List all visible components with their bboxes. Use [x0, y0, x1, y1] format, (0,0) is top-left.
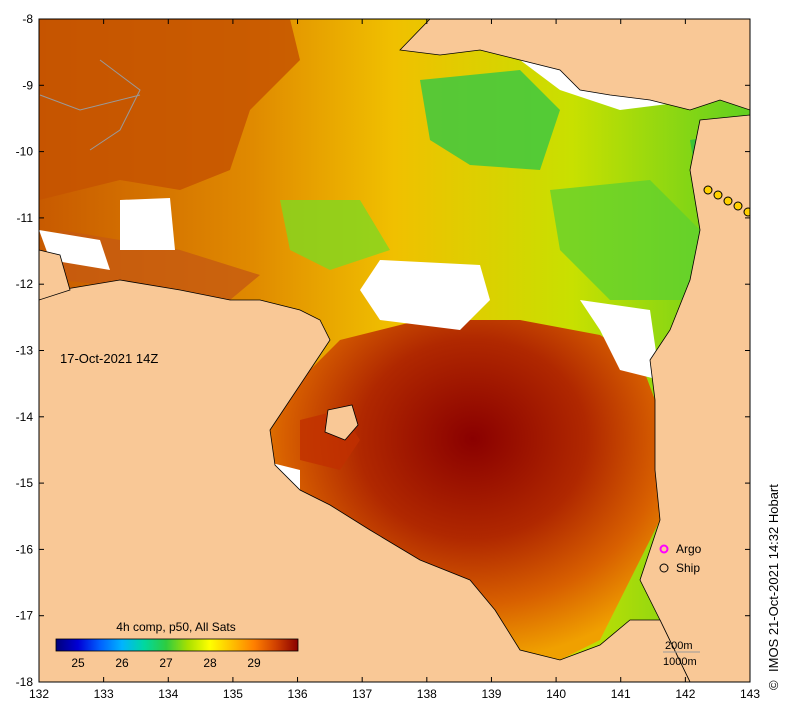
ship-marker — [713, 190, 723, 200]
x-tick-label: 141 — [611, 687, 631, 701]
isobath-1000m-label: 1000m — [663, 656, 697, 668]
y-tick-label: -17 — [16, 609, 34, 623]
marker-legend: Argo Ship — [659, 542, 702, 575]
timestamp-label: 17-Oct-2021 14Z — [60, 351, 158, 366]
ship-marker — [743, 207, 750, 217]
colorbar-title: 4h comp, p50, All Sats — [116, 620, 235, 634]
ship-track — [703, 185, 750, 217]
land-northern-australia — [39, 279, 691, 682]
colorbar-ticks: 25 26 27 28 29 — [71, 656, 261, 670]
argo-marker-icon — [659, 544, 669, 554]
sst-cool-patch-3 — [280, 200, 390, 270]
x-tick-label: 142 — [675, 687, 695, 701]
colorbar-tick-label: 28 — [203, 656, 217, 670]
isobath-line-1 — [89, 59, 141, 151]
x-axis: 132 133 134 135 136 137 138 139 140 141 142 143 — [29, 19, 760, 701]
y-axis: -8 -9 -10 -11 -12 -13 -14 -15 -16 -17 -18 — [16, 12, 750, 689]
x-tick-label: 134 — [158, 687, 178, 701]
ship-marker-icon — [659, 563, 669, 573]
copyright-symbol: © — [766, 680, 781, 690]
sst-warm-northwest — [39, 19, 300, 200]
cloud-mask-1 — [360, 260, 490, 330]
y-tick-label: -16 — [16, 542, 34, 556]
sst-field-gulf-of-carpentaria — [270, 320, 660, 660]
colorbar: 4h comp, p50, All Sats 25 26 27 28 29 — [55, 620, 299, 670]
cloud-mask-5 — [580, 300, 660, 380]
ship-marker — [703, 185, 713, 195]
map-plot-area — [39, 19, 750, 682]
isobath-legend: 200m 1000m — [663, 640, 700, 668]
y-tick-label: -14 — [16, 410, 34, 424]
sst-cool-patch-2 — [550, 180, 700, 300]
colorbar-tick-label: 29 — [247, 656, 261, 670]
land-new-guinea — [399, 19, 750, 111]
land-groote-eylandt — [324, 404, 359, 441]
y-tick-label: -15 — [16, 476, 34, 490]
ship-marker — [723, 196, 733, 206]
x-tick-label: 132 — [29, 687, 49, 701]
credit-text: IMOS 21-Oct-2021 14:32 Hobart — [766, 484, 781, 672]
x-tick-label: 139 — [481, 687, 501, 701]
x-tick-label: 135 — [223, 687, 243, 701]
cloud-mask-2 — [120, 198, 175, 250]
y-tick-label: -11 — [17, 211, 34, 225]
y-tick-label: -12 — [16, 277, 34, 291]
colorbar-tick-label: 26 — [115, 656, 129, 670]
y-tick-label: -13 — [16, 344, 34, 358]
legend-argo-label: Argo — [676, 542, 702, 556]
ship-marker — [733, 201, 743, 211]
colorbar-tick-label: 27 — [159, 656, 173, 670]
x-tick-label: 138 — [417, 687, 437, 701]
isobath-200m-label: 200m — [665, 640, 693, 652]
credit-group: © IMOS 21-Oct-2021 14:32 Hobart — [766, 484, 781, 690]
sst-cool-patch-1 — [420, 70, 560, 170]
y-tick-label: -8 — [22, 12, 33, 26]
colorbar-tick-label: 25 — [71, 656, 85, 670]
land-cape-york — [639, 114, 750, 682]
x-tick-label: 137 — [352, 687, 372, 701]
y-tick-label: -18 — [16, 675, 34, 689]
x-tick-label: 140 — [546, 687, 566, 701]
colorbar-swatch — [55, 638, 299, 652]
x-tick-label: 143 — [740, 687, 760, 701]
y-tick-label: -10 — [16, 145, 34, 159]
land-coburg-peninsula — [39, 249, 71, 301]
x-tick-label: 133 — [94, 687, 114, 701]
x-tick-label: 136 — [288, 687, 308, 701]
isobath-line-2 — [39, 94, 141, 111]
legend-ship-label: Ship — [676, 561, 700, 575]
y-tick-label: -9 — [22, 78, 33, 92]
